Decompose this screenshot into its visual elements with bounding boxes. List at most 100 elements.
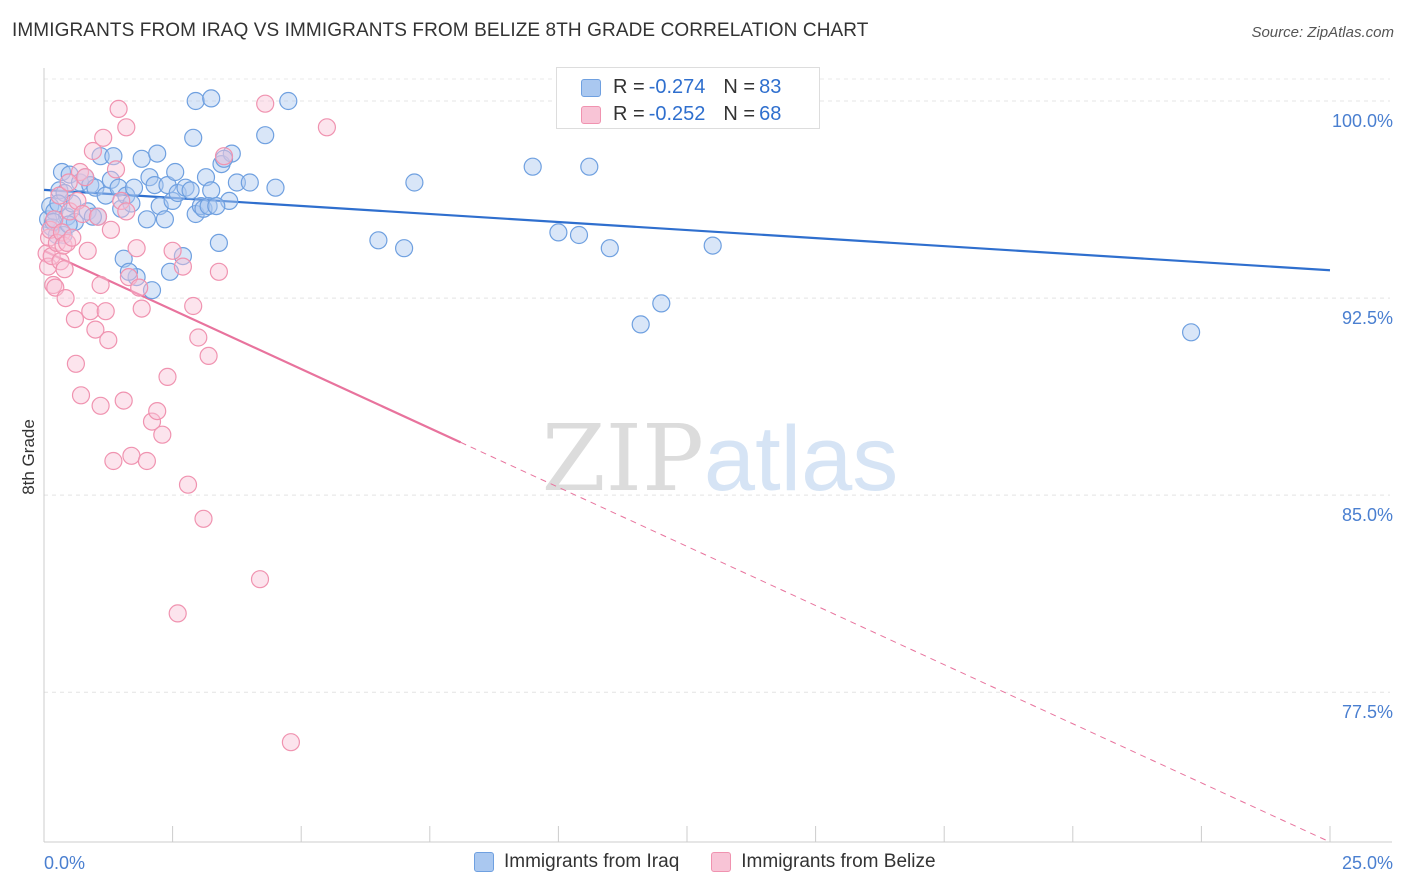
point-belize [250,570,270,589]
legend-label-iraq: Immigrants from Iraq [504,851,680,872]
point-iraq [145,176,164,195]
point-iraq [600,239,619,258]
point-belize [184,296,203,316]
point-iraq [227,173,246,192]
point-iraq [155,210,174,229]
r-value-iraq: -0.274 [648,76,706,98]
legend-label-belize: Immigrants from Belize [741,851,936,872]
point-belize [59,173,78,192]
point-belize [189,328,208,347]
trend-line-belize [43,249,462,444]
point-belize [78,241,97,260]
point-iraq [202,181,221,200]
point-belize [106,160,126,179]
point-belize [71,386,91,405]
point-belize [132,299,151,318]
point-belize [101,220,121,239]
point-belize [86,320,105,339]
point-iraq [184,128,203,147]
point-belize [173,257,192,276]
watermark-atlas: atlas [704,408,898,510]
point-belize [148,402,167,421]
watermark-zip: ZIP [542,405,704,512]
point-iraq [173,247,192,266]
point-belize [99,331,118,350]
point-belize [214,147,234,166]
point-belize [81,302,100,321]
data-points [37,89,1201,752]
point-iraq [631,315,650,334]
r-value-belize: -0.252 [648,103,706,125]
point-iraq [137,210,156,229]
point-belize [117,118,136,137]
point-iraq [256,126,275,145]
grid-lines [44,78,1390,693]
point-belize [63,228,82,247]
point-iraq [191,197,210,216]
trend-line-belize-dashed [460,441,1331,843]
point-belize [65,310,85,329]
x-tick-label: 25.0% [1342,853,1393,873]
point-iraq [176,178,195,197]
point-belize [317,118,336,137]
point-belize [127,239,146,258]
n-label: N = [723,103,756,125]
point-belize [199,346,218,365]
stats-row-belize: R = -0.252 N = 68 [557,101,819,128]
point-belize [112,191,131,210]
point-iraq [1181,323,1201,342]
chart-title: IMMIGRANTS FROM IRAQ VS IMMIGRANTS FROM … [12,20,869,41]
point-belize [50,186,69,205]
point-iraq [119,262,138,281]
point-iraq [83,207,103,226]
y-axis-label: 8th Grade [19,419,38,495]
axes [43,68,1392,843]
point-belize [117,202,136,221]
point-iraq [181,181,200,200]
y-tick-label: 100.0% [1332,111,1393,131]
point-iraq [703,236,722,255]
point-belize [137,451,156,471]
r-label: R = [613,76,645,98]
point-iraq [186,91,205,111]
n-value-iraq: 83 [759,76,782,98]
point-iraq [202,89,221,108]
x-tick-label: 0.0% [44,853,85,873]
point-belize [153,425,172,444]
x-tick-labels: 0.0% 25.0% [44,853,1393,873]
trend-line-iraq [43,188,1331,272]
point-belize [70,162,90,182]
point-belize [91,275,110,295]
point-belize [130,278,149,297]
point-belize [88,207,108,226]
r-label: R = [613,103,645,125]
point-belize [76,168,95,187]
legend-item-iraq[interactable]: Immigrants from Iraq [474,851,679,873]
point-belize [109,99,128,119]
point-belize [73,204,92,224]
point-iraq [240,173,259,192]
point-belize [44,275,63,295]
point-iraq [395,239,414,258]
trend-lines [43,188,1331,843]
point-belize [83,141,103,161]
point-belize [122,446,141,465]
stats-box: R = -0.274 N = 83 R = -0.252 N = 68 [556,67,820,129]
legend-swatch-iraq [474,852,494,872]
point-belize [104,451,123,471]
n-label: N = [723,76,756,98]
legend-item-belize[interactable]: Immigrants from Belize [711,851,936,873]
legend: Immigrants from Iraq Immigrants from Bel… [474,851,968,873]
point-iraq [549,223,568,242]
point-belize [256,94,275,113]
point-iraq [405,173,424,192]
y-tick-label: 85.0% [1342,505,1393,525]
point-belize [114,391,133,410]
point-belize [142,412,162,431]
point-iraq [209,233,228,252]
chart-source: Source: ZipAtlas.com [1251,24,1394,41]
point-belize [52,223,72,242]
point-belize [168,604,187,623]
point-belize [94,128,113,147]
